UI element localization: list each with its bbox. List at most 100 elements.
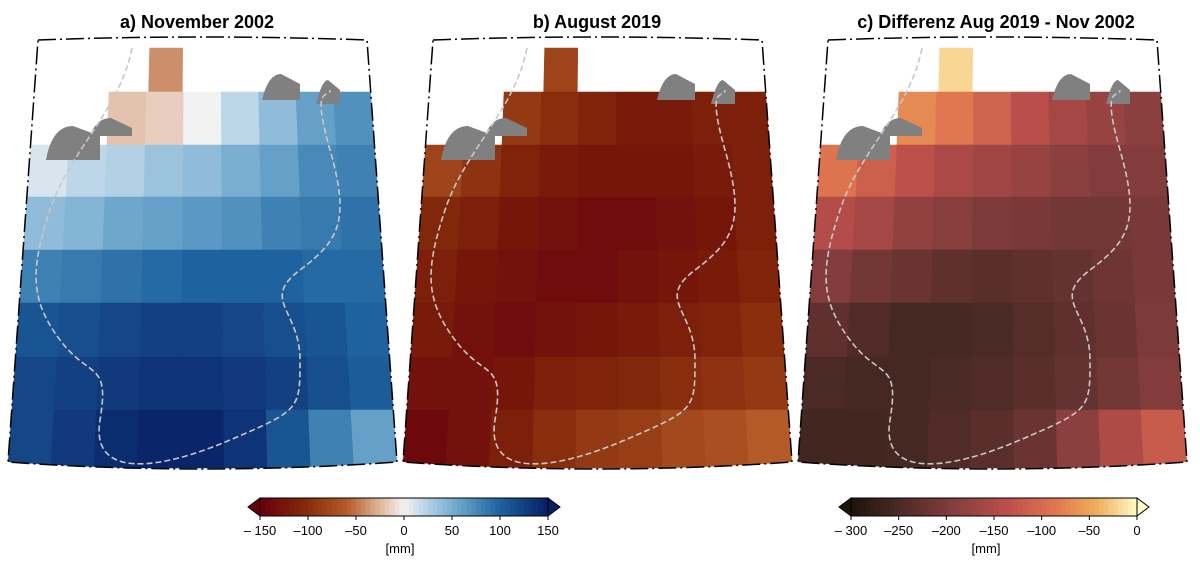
colorbar-segment [308, 498, 314, 516]
grid-cell [970, 356, 1015, 411]
grid-cell [8, 409, 55, 469]
grid-cell [617, 249, 659, 304]
grid-cell [406, 356, 453, 411]
colorbar-segment [912, 498, 919, 516]
grid-cell [308, 409, 355, 469]
grid-cell [703, 409, 750, 469]
grid-cell [798, 409, 845, 469]
grid-cell [575, 409, 620, 469]
colorbar-segment [514, 498, 520, 516]
map-panel-2 [402, 36, 793, 470]
colorbar-segment [428, 498, 434, 516]
grid-cell [223, 409, 268, 469]
colorbar-segment [927, 498, 933, 516]
map-panel-1 [7, 36, 398, 470]
colorbar-segment [279, 498, 285, 516]
colorbar-segment [851, 498, 857, 516]
colorbar-segment [524, 498, 530, 516]
panel-b-title: b) August 2019 [533, 12, 661, 32]
grid-cell [931, 249, 973, 304]
colorbar-2-unit: [mm] [972, 541, 1001, 556]
grid-cell [694, 196, 738, 251]
colorbar-tick-label: –250 [884, 523, 913, 538]
grid-cell [972, 144, 1013, 198]
colorbar-extend-max [547, 497, 561, 517]
colorbar-segment [418, 498, 424, 516]
grid-cell [933, 144, 974, 198]
grid-cell [301, 249, 346, 304]
grid-cell [849, 249, 894, 304]
colorbar-segment [870, 498, 876, 516]
colorbar-segment [471, 498, 477, 516]
land-mask [262, 74, 300, 100]
colorbar-segment [1084, 498, 1090, 516]
colorbar-segment [951, 498, 957, 516]
colorbar-segment [543, 498, 549, 516]
grid-cell [259, 144, 301, 198]
colorbar-segment [432, 498, 439, 516]
colorbar-tick-label: 0 [1133, 523, 1140, 538]
colorbar-segment [264, 498, 271, 516]
grid-cell [730, 144, 774, 198]
grid-cell [1052, 249, 1095, 304]
colorbar-segment [317, 498, 323, 516]
colorbar-extend-min [838, 497, 852, 517]
colorbar-segment [936, 498, 943, 516]
grid-cell [53, 356, 99, 411]
colorbar-tick-label: –150 [980, 523, 1009, 538]
colorbar-segment [1113, 498, 1119, 516]
grid-cell [403, 409, 450, 469]
colorbar-segment [1122, 498, 1129, 516]
land-mask [485, 118, 527, 136]
colorbar-segment [341, 498, 347, 516]
grid-cell [299, 196, 343, 251]
grid-cell [1125, 144, 1169, 198]
grid-cell [575, 356, 620, 411]
grid-cell [736, 249, 782, 304]
grid-cell [618, 409, 663, 469]
grid-cell [654, 144, 696, 198]
grid-cell [578, 91, 617, 146]
colorbar-segment [322, 498, 328, 516]
grid-cell [576, 302, 619, 358]
grid-cell [221, 196, 263, 251]
colorbar-segment [1051, 498, 1057, 516]
grid-cell [11, 356, 58, 411]
grid-cell [973, 91, 1012, 146]
colorbar-segment [485, 498, 491, 516]
grid-cell [22, 196, 67, 251]
colorbar-segment [1060, 498, 1067, 516]
grid-cell [1011, 196, 1053, 251]
colorbar-segment [476, 498, 482, 516]
colorbar-segment [504, 498, 511, 516]
colorbar-segment [860, 498, 866, 516]
grid-cell [181, 249, 224, 304]
colorbar-segment [312, 498, 319, 516]
colorbar-segment [327, 498, 333, 516]
colorbar-segment [1079, 498, 1086, 516]
grid-cell [616, 196, 658, 251]
colorbar-1-unit: [mm] [386, 541, 415, 556]
panel-c-title: c) Differenz Aug 2019 - Nov 2002 [857, 12, 1134, 32]
grid-cell [413, 249, 459, 304]
land-mask [711, 80, 735, 104]
land-mask [1052, 74, 1090, 100]
colorbar-segment [1132, 498, 1138, 516]
colorbar-segment [1108, 498, 1114, 516]
grid-cell [932, 196, 974, 251]
colorbar-segment [855, 498, 862, 516]
grid-cell [180, 356, 225, 411]
colorbar-segment [480, 498, 487, 516]
grid-cell [142, 196, 184, 251]
grid-cell [971, 302, 1014, 358]
grid-cell [303, 302, 349, 358]
colorbar-segment [1022, 498, 1028, 516]
colorbar-tick-label: –50 [1078, 523, 1100, 538]
colorbar-segment [1127, 498, 1133, 516]
colorbar-segment [984, 498, 990, 516]
colorbar-segment [538, 498, 544, 516]
land-mask [316, 80, 340, 104]
colorbar-segment [260, 498, 266, 516]
colorbar-tick-label: 150 [537, 523, 559, 538]
